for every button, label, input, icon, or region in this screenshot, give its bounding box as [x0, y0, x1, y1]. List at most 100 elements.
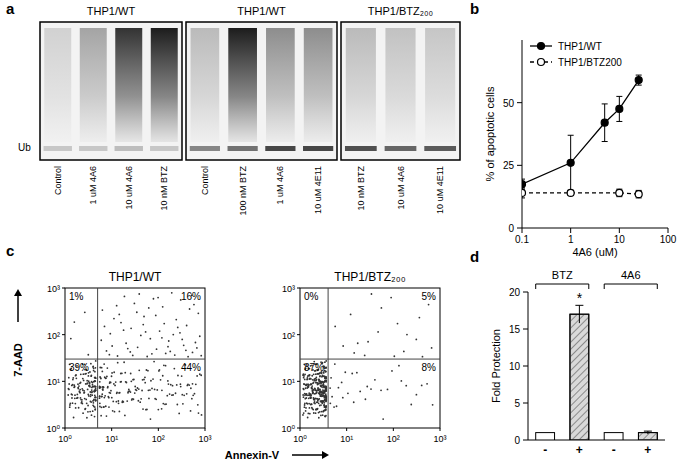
event-dot — [303, 412, 305, 414]
event-dot — [380, 389, 382, 391]
event-dot — [322, 384, 324, 386]
event-dot — [186, 385, 188, 387]
event-dot — [80, 399, 82, 401]
event-dot — [109, 381, 111, 383]
event-dot — [306, 402, 308, 404]
event-dot — [138, 293, 140, 295]
event-dot — [323, 404, 325, 406]
event-dot — [69, 404, 71, 406]
event-dot — [319, 394, 321, 396]
event-dot — [108, 354, 110, 356]
plot-title: THP1/BTZ₂₀₀ — [334, 270, 405, 284]
event-dot — [94, 380, 96, 382]
event-dot — [161, 337, 163, 339]
quadrant-label: 16% — [181, 291, 201, 302]
event-dot — [80, 373, 82, 375]
event-dot — [309, 394, 311, 396]
event-dot — [67, 388, 69, 390]
event-dot — [308, 392, 310, 394]
event-dot — [106, 376, 108, 378]
event-dot — [178, 413, 180, 415]
event-dot — [181, 339, 183, 341]
event-dot — [309, 377, 311, 379]
event-dot — [162, 375, 164, 377]
event-dot — [78, 407, 80, 409]
band — [190, 146, 220, 151]
event-dot — [325, 367, 327, 369]
event-dot — [319, 392, 321, 394]
event-dot — [176, 404, 178, 406]
event-dot — [201, 414, 203, 416]
y-tick — [523, 440, 528, 441]
event-dot — [126, 400, 128, 402]
event-dot — [318, 389, 320, 391]
event-dot — [322, 387, 324, 389]
event-dot — [102, 389, 104, 391]
y-tick-label: 15 — [509, 324, 521, 335]
event-dot — [173, 368, 175, 370]
event-dot — [155, 315, 157, 317]
blot-frame — [341, 22, 460, 160]
event-dot — [103, 386, 105, 388]
event-dot — [68, 383, 70, 385]
event-dot — [371, 293, 373, 295]
event-dot — [94, 396, 96, 398]
event-dot — [308, 375, 310, 377]
event-dot — [322, 414, 324, 416]
quadrant-label: 8% — [422, 362, 437, 373]
event-dot — [79, 391, 81, 393]
event-dot — [113, 371, 115, 373]
event-dot — [432, 404, 434, 406]
event-dot — [325, 386, 327, 388]
event-dot — [325, 397, 327, 399]
event-dot — [112, 410, 114, 412]
plot-frame — [300, 288, 440, 428]
point — [567, 189, 574, 196]
event-dot — [95, 386, 97, 388]
event-dot — [400, 380, 402, 382]
x-tick-label: 10¹ — [340, 434, 353, 444]
event-dot — [90, 395, 92, 397]
event-dot — [342, 397, 344, 399]
x-tick — [619, 228, 620, 233]
event-dot — [313, 397, 315, 399]
event-dot — [82, 373, 84, 375]
event-dot — [311, 403, 313, 405]
event-dot — [312, 391, 314, 393]
y-tick-label: 10² — [282, 331, 295, 341]
event-dot — [94, 406, 96, 408]
event-dot — [347, 392, 349, 394]
y-tick — [523, 403, 528, 404]
error-cap — [644, 431, 652, 432]
event-dot — [115, 401, 117, 403]
event-dot — [313, 398, 315, 400]
event-dot — [99, 386, 101, 388]
event-dot — [315, 382, 317, 384]
point — [616, 189, 623, 196]
event-dot — [116, 391, 118, 393]
event-dot — [118, 314, 120, 316]
event-dot — [86, 382, 88, 384]
event-dot — [122, 400, 124, 402]
event-dot — [79, 389, 81, 391]
event-dot — [179, 332, 181, 334]
event-dot — [306, 394, 308, 396]
lane-label: 10 nM BTZ — [159, 166, 169, 211]
event-dot — [167, 346, 169, 348]
event-dot — [319, 388, 321, 390]
event-dot — [314, 393, 316, 395]
event-dot — [192, 352, 194, 354]
event-dot — [342, 345, 344, 347]
event-dot — [406, 334, 408, 336]
blot-frame — [186, 22, 337, 160]
event-dot — [151, 388, 153, 390]
event-dot — [69, 406, 71, 408]
y-tick — [297, 288, 300, 289]
event-dot — [325, 367, 327, 369]
event-dot — [316, 391, 318, 393]
event-dot — [169, 351, 171, 353]
event-dot — [165, 365, 167, 367]
event-dot — [104, 395, 106, 397]
event-dot — [146, 356, 148, 358]
event-dot — [325, 390, 327, 392]
